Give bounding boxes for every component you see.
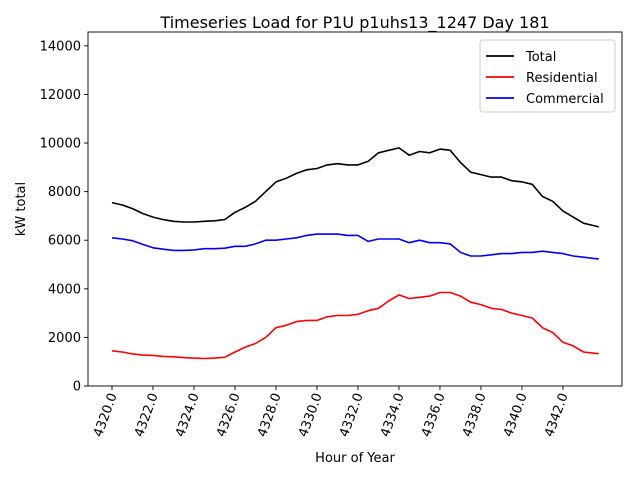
y-tick-label: 10000 — [40, 137, 81, 152]
x-axis-label: Hour of Year — [315, 451, 395, 466]
plot-frame — [87, 31, 623, 387]
y-tick-label: 12000 — [40, 88, 81, 103]
x-tick-label: 4332.0 — [337, 391, 367, 439]
x-tick-label: 4334.0 — [378, 391, 408, 439]
x-tick-label: 4326.0 — [214, 391, 244, 439]
legend-label-residential: Residential — [526, 71, 598, 86]
y-tick-label: 14000 — [40, 39, 81, 54]
x-tick-label: 4320.0 — [91, 391, 121, 439]
y-tick-label: 8000 — [48, 185, 81, 200]
y-tick-label: 6000 — [48, 234, 81, 249]
legend-label-commercial: Commercial — [526, 92, 604, 107]
x-tick-label: 4328.0 — [255, 391, 285, 439]
series-line-total — [111, 147, 599, 228]
legend-label-total: Total — [525, 50, 556, 65]
series-line-commercial — [111, 233, 599, 260]
x-tick-label: 4342.0 — [542, 391, 572, 439]
y-tick-label: 4000 — [48, 282, 81, 297]
y-axis-label: kW total — [14, 182, 29, 236]
y-tick-label: 0 — [73, 380, 81, 395]
x-tick-label: 4322.0 — [132, 391, 162, 439]
x-tick-label: 4324.0 — [173, 391, 203, 439]
x-tick-label: 4340.0 — [501, 391, 531, 439]
legend: Total Residential Commercial — [479, 39, 616, 113]
y-tick-label: 2000 — [48, 331, 81, 346]
x-tick-label: 4330.0 — [296, 391, 326, 439]
x-tick-label: 4336.0 — [419, 391, 449, 439]
legend-box — [479, 39, 616, 113]
series-line-residential — [111, 291, 599, 360]
chart-title: Timeseries Load for P1U p1uhs13_1247 Day… — [159, 13, 549, 33]
x-tick-label: 4338.0 — [460, 391, 490, 439]
